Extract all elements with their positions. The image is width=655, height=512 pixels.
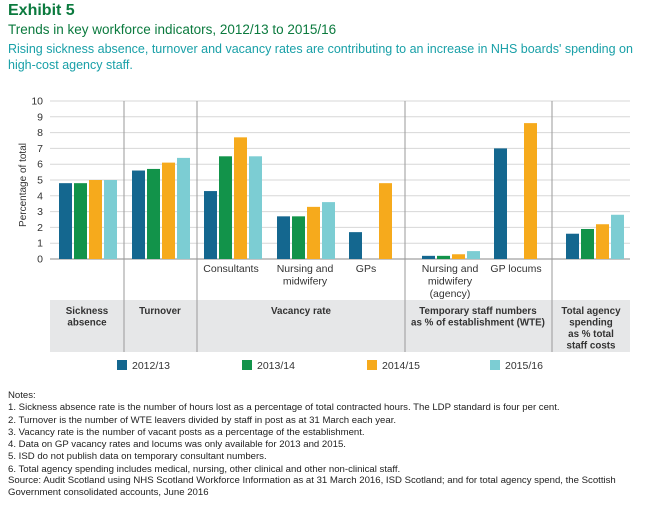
group-label-gp-locums: GP locums [490,263,541,275]
y-tick-label: 2 [37,222,43,234]
bar [234,137,247,259]
bar [162,162,175,259]
category-temporary-staff-line: as % of establishment (WTE) [411,318,545,329]
bar [437,255,450,259]
y-tick-label: 10 [31,96,43,108]
group-label-gps-line: GPs [356,263,376,275]
bar [104,180,117,259]
category-turnover-line: Turnover [139,306,181,317]
bar [581,228,594,259]
group-label-gps: GPs [356,263,376,275]
y-tick-label: 5 [37,175,43,187]
bar [177,157,190,259]
bar [219,156,232,259]
category-vacancy-rate: Vacancy rate [271,306,331,317]
bar [89,180,102,259]
category-agency-spending-line: as % total [568,329,614,340]
group-label-nursing-agency-line: midwifery [428,276,473,288]
chart-subtitle: Rising sickness absence, turnover and va… [8,42,633,72]
bar [566,233,579,259]
note-6: 6. Total agency spending includes medica… [8,463,401,475]
bar [494,148,507,259]
category-agency-spending-line: staff costs [567,341,617,352]
category-vacancy-rate-line: Vacancy rate [271,306,331,317]
bar [307,206,320,259]
note-2: 2. Turnover is the number of WTE leavers… [8,414,397,426]
bar [132,170,145,259]
bar [611,214,624,259]
category-band [50,300,630,352]
bar [452,254,465,259]
legend-swatch [490,360,500,370]
legend-label: 2012/13 [132,360,170,372]
y-axis-label: Percentage of total [18,143,29,227]
bar [292,216,305,259]
category-turnover: Turnover [139,306,181,317]
bar [596,224,609,259]
group-label-nursing-midwifery: Nursing and midwifery [277,263,334,288]
y-tick-label: 8 [37,127,43,139]
group-label-gp-locums-line: GP locums [490,263,541,275]
y-tick-label: 3 [37,206,43,218]
y-tick-label: 9 [37,111,43,123]
category-agency-spending-line: Total agency [561,306,621,317]
bar [204,191,217,259]
y-tick-label: 1 [37,238,43,250]
notes: Notes: 1. Sickness absence rate is the n… [8,390,653,476]
category-sickness-absence: Sickness absence [66,306,109,329]
legend-label: 2014/15 [382,360,420,372]
y-tick-label: 7 [37,143,43,155]
legend-label: 2013/14 [257,360,295,372]
bar [147,168,160,259]
y-tick-label: 4 [37,190,43,202]
bar [422,255,435,259]
legend-swatch [117,360,127,370]
bar [467,251,480,259]
legend-swatch [367,360,377,370]
group-label-consultants-line: Consultants [203,263,258,275]
note-1: 1. Sickness absence rate is the number o… [8,402,560,414]
note-4: 4. Data on GP vacancy rates and locums w… [8,439,346,451]
category-agency-spending-line: spending [569,318,613,329]
bar [379,183,392,259]
note-3: 3. Vacancy rate is the number of vacant … [8,426,365,438]
legend-label: 2015/16 [505,360,543,372]
bar [74,183,87,259]
category-agency-spending: Total agency spending as % total staff cost… [561,306,621,352]
note-5: 5. ISD do not publish data on temporary … [8,451,267,463]
source-text: Source: Audit Scotland using NHS Scotlan… [8,475,616,499]
bar [349,232,362,259]
category-temporary-staff: Temporary staff numbers as % of establish… [411,306,545,329]
category-sickness-absence-line: Sickness [66,306,109,317]
exhibit-number: Exhibit 5 [8,2,75,19]
legend-swatch [242,360,252,370]
chart-title: Trends in key workforce indicators, 2012… [8,22,337,37]
group-label-nursing-agency-line: Nursing and [422,263,479,275]
category-temporary-staff-line: Temporary staff numbers [419,306,537,317]
group-label-nursing-agency-line: (agency) [430,288,471,300]
group-label-consultants: Consultants [203,263,258,275]
group-label-nursing-midwifery-line: Nursing and [277,263,334,275]
bar [277,216,290,259]
bar [524,123,537,260]
category-sickness-absence-line: absence [67,318,107,329]
y-tick-label: 6 [37,159,43,171]
bar [322,202,335,259]
y-tick-label: 0 [37,254,43,266]
group-label-nursing-agency: Nursing and midwifery (agency) [422,263,479,300]
group-label-nursing-midwifery-line: midwifery [283,276,328,288]
notes-heading: Notes: [8,390,36,401]
bar-chart: 0 1 2 3 4 5 6 7 8 9 10 Percentage of total Consultan… [18,96,630,372]
bar [249,156,262,259]
bar [59,183,72,259]
